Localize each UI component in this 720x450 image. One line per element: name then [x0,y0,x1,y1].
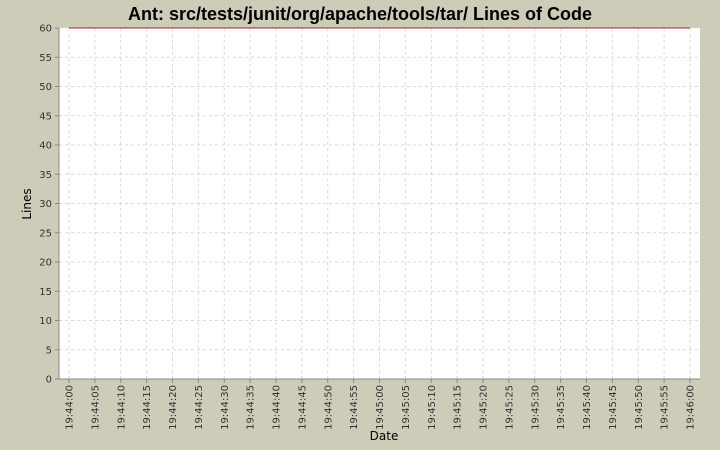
x-tick-label: 19:45:05 [401,385,412,430]
y-tick-label: 25 [39,228,52,239]
y-tick-label: 5 [46,345,52,356]
x-tick-label: 19:44:40 [272,385,283,430]
y-tick-label: 50 [39,82,52,93]
x-tick-label: 19:44:15 [142,385,153,430]
x-tick-labels: 19:44:00 19:44:05 19:44:10 19:44:15 19:44:20… [65,385,697,430]
y-axis-label: Lines [20,188,34,219]
x-tick-label: 19:44:20 [168,385,179,430]
y-tick-labels: 0 5 10 15 20 25 30 35 40 45 50 55 60 [39,24,52,386]
y-tick-label: 45 [39,111,52,122]
y-tick-label: 10 [39,316,52,327]
x-tick-label: 19:45:55 [660,385,671,430]
x-tick-label: 19:44:05 [90,385,101,430]
y-tick-label: 35 [39,170,52,181]
x-tick-label: 19:44:10 [116,385,127,430]
x-tick-label: 19:45:10 [427,385,438,430]
y-tick-label: 0 [46,375,52,386]
x-tick-label: 19:44:30 [220,385,231,430]
x-tick-label: 19:44:00 [65,385,76,430]
axes [55,27,700,383]
x-tick-label: 19:45:20 [479,385,490,430]
x-tick-label: 19:44:45 [297,385,308,430]
x-tick-label: 19:45:15 [453,385,464,430]
y-tick-label: 55 [39,53,52,64]
x-tick-label: 19:45:50 [634,385,645,430]
x-tick-label: 19:46:00 [686,385,697,430]
x-tick-label: 19:45:00 [375,385,386,430]
x-tick-label: 19:45:30 [530,385,541,430]
x-tick-label: 19:44:35 [246,385,257,430]
y-tick-label: 15 [39,287,52,298]
y-tick-label: 20 [39,258,52,269]
y-tick-label: 60 [39,24,52,35]
x-tick-label: 19:45:25 [504,385,515,430]
grid [59,27,700,379]
y-tick-label: 30 [39,199,52,210]
x-tick-label: 19:45:35 [556,385,567,430]
x-tick-label: 19:44:25 [194,385,205,430]
x-tick-label: 19:44:55 [349,385,360,430]
x-tick-label: 19:45:40 [582,385,593,430]
x-tick-label: 19:44:50 [323,385,334,430]
chart-title: Ant: src/tests/junit/org/apache/tools/ta… [128,4,592,24]
y-tick-label: 40 [39,141,52,152]
x-axis-label: Date [370,429,399,443]
x-tick-label: 19:45:45 [608,385,619,430]
